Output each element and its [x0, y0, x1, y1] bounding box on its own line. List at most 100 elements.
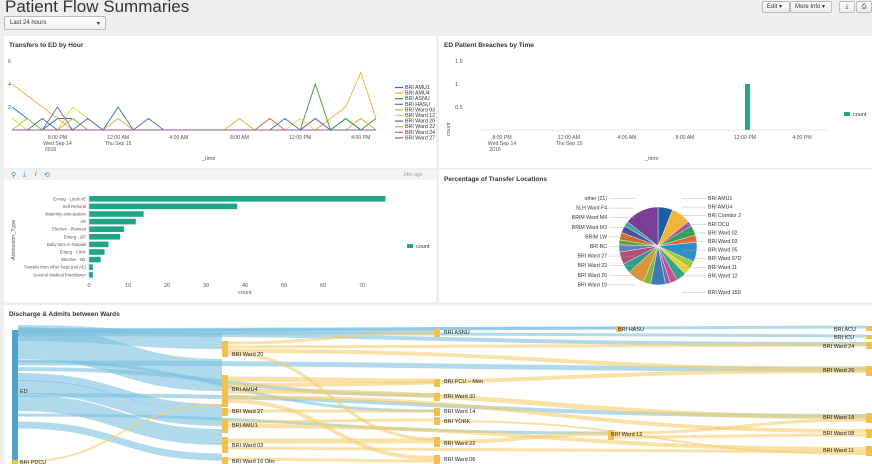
- panel-title: Discharge & Admits between Wards: [9, 311, 120, 318]
- pie-label: BRI AMU4: [708, 205, 732, 211]
- sankey-link: [227, 331, 435, 345]
- legend-label: count: [416, 244, 430, 250]
- sankey-link: [439, 432, 609, 444]
- sankey-node-amu1: [222, 419, 228, 433]
- pie-label: BRI Ward 12: [708, 273, 738, 279]
- pie-label: BRI Ward 05: [708, 248, 738, 254]
- edit-button[interactable]: Edit ▾: [762, 1, 790, 13]
- x-tick-label: 60: [320, 283, 326, 289]
- sankey-link: [17, 413, 609, 435]
- sankey-link: [613, 433, 867, 439]
- sankey-link: [17, 327, 223, 391]
- sankey-node-w03: [222, 437, 228, 453]
- sankey-node-pcu: [434, 379, 440, 387]
- x-tick-label: 20: [164, 283, 170, 289]
- admission-bar: [89, 272, 93, 278]
- x-tick-label: Thu Sep 15: [556, 141, 583, 147]
- admission-bar: [89, 203, 238, 210]
- pie-label: BRI Ward 20: [577, 273, 607, 279]
- sankey-link: [17, 325, 867, 332]
- sankey-link: [227, 343, 867, 349]
- legend-label: BRI Ward 12: [405, 113, 435, 119]
- sankey-node-label: BRI Ward 11: [823, 448, 854, 454]
- sankey-node-w16: [222, 457, 228, 464]
- x-tick-label: 12:00 PM: [289, 135, 311, 141]
- sankey-link: [227, 388, 867, 420]
- sankey-node-w24: [866, 342, 872, 349]
- pie-label: BRI BC: [590, 244, 608, 250]
- sankey-node-w11: [866, 446, 872, 456]
- panel-title: Transfers to ED by Hour: [9, 42, 84, 49]
- admission-xlabel: count: [238, 290, 252, 296]
- legend-label: BRI HASU: [405, 102, 430, 108]
- pie-label: BRI Corridor 2: [708, 213, 741, 219]
- export-icon[interactable]: ⤓: [23, 171, 27, 178]
- transfers-xlabel: _time: [201, 156, 215, 162]
- category-label: Maternity ante-partum: [45, 212, 86, 217]
- pie-label: BRI Ward 03: [708, 239, 738, 245]
- y-tick-label: 1.5: [455, 59, 463, 65]
- y-tick-label: 6: [8, 59, 11, 65]
- x-tick-label: 0: [87, 283, 90, 289]
- x-tick-label: 8:00 PM: [492, 135, 511, 141]
- x-tick-label: 12:00 AM: [107, 135, 129, 141]
- breaches-xlabel: _time: [644, 156, 658, 162]
- pie-label: BRI Ward 22: [577, 263, 607, 269]
- sankey-node-york: [434, 417, 440, 425]
- sankey-node-label: BRI YORK: [444, 419, 471, 425]
- sankey-node-w27: [222, 408, 228, 416]
- sankey-node-label: BRI Ward 30: [444, 394, 475, 400]
- panel-title: ED Patient Breaches by Time: [444, 42, 534, 49]
- x-tick-label: 30: [203, 283, 209, 289]
- sankey-node-label: BRI Ward 08: [823, 431, 854, 437]
- sankey-node-label: BRI Ward 22: [444, 441, 475, 447]
- refresh-icon[interactable]: ⟲: [44, 172, 50, 179]
- info-icon[interactable]: i: [35, 171, 37, 178]
- pie-label: BRI Ward 19: [577, 282, 607, 288]
- sankey-node-amu4: [222, 375, 228, 407]
- category-label: Baby born in hospital: [47, 242, 86, 247]
- x-tick-label: Wed Sep 14: [488, 141, 517, 147]
- x-tick-label: 2016: [489, 147, 501, 153]
- sankey-node-w20: [222, 341, 228, 357]
- sankey-link: [227, 369, 867, 387]
- legend-swatch: [407, 244, 413, 248]
- sankey-link: [227, 349, 867, 371]
- sankey-node-label: BRI ICU: [834, 335, 854, 341]
- sankey-node-label: BRI Ward 24: [823, 344, 854, 350]
- sankey-link: [227, 376, 435, 384]
- admission-bar: [89, 241, 109, 248]
- sankey-node-label: ED: [20, 389, 28, 395]
- sankey-node-label: BRI Ward 20: [232, 352, 263, 358]
- print-button[interactable]: ⎙: [856, 1, 872, 13]
- x-tick-label: 2016: [45, 147, 57, 153]
- sankey-node-hasu: [616, 326, 622, 332]
- x-tick-label: Wed Sep 14: [43, 141, 72, 147]
- category-label: Elective - Planned: [52, 227, 86, 232]
- sankey-link: [17, 421, 223, 461]
- sankey-node-label: BRI ACU: [834, 327, 856, 333]
- chevron-down-icon: ▾: [96, 21, 100, 27]
- admission-bar: [89, 211, 144, 217]
- sankey-node-label: BRI AMU4: [232, 387, 258, 393]
- sankey-node-w30: [434, 393, 440, 401]
- admission-bar: [89, 264, 93, 270]
- x-tick-label: 8:00 AM: [230, 135, 249, 141]
- export-button[interactable]: ⤓: [839, 1, 855, 13]
- print-icon: ⎙: [861, 4, 867, 10]
- time-range-picker[interactable]: Last 24 hours ▾: [4, 16, 106, 30]
- category-label: Emerg - GP: [64, 234, 86, 239]
- more-info-button[interactable]: More Info ▾: [790, 1, 832, 13]
- admission-bar: [89, 226, 125, 232]
- more-info-label: More Info: [795, 4, 821, 10]
- admission-bar: [89, 196, 386, 202]
- search-icon[interactable]: ⚲: [11, 172, 17, 179]
- sankey-node-label: BRI HASU: [618, 327, 644, 333]
- chevron-down-icon: ▾: [822, 4, 826, 10]
- x-tick-label: 40: [242, 283, 248, 289]
- y-tick-label: 2: [8, 105, 11, 111]
- x-tick-label: 50: [281, 283, 287, 289]
- breach-bar: [745, 84, 750, 130]
- legend-label: count: [853, 112, 867, 118]
- sankey-link: [17, 332, 867, 346]
